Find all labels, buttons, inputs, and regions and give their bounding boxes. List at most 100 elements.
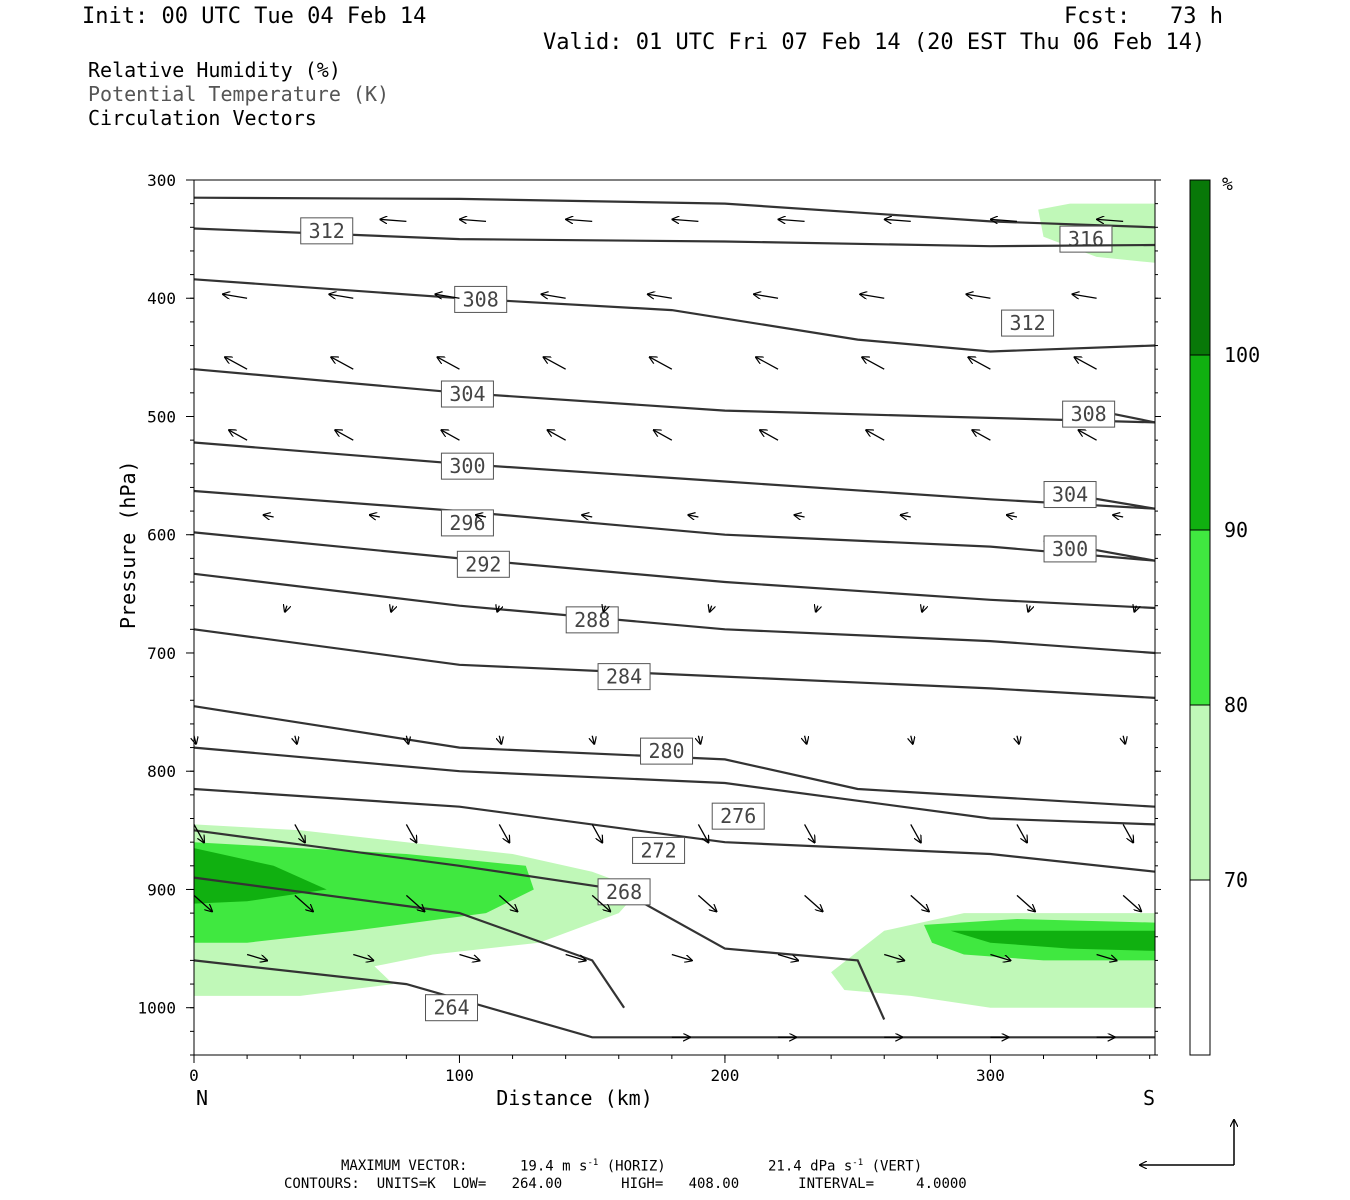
vector-arrow bbox=[380, 219, 407, 221]
vector-arrow bbox=[406, 735, 408, 744]
vector-arrow bbox=[901, 515, 911, 517]
x-end-label-left: N bbox=[196, 1086, 208, 1110]
vector-arrow bbox=[754, 294, 779, 298]
isentrope-label: 284 bbox=[606, 665, 642, 689]
isentrope-label-box bbox=[300, 217, 354, 245]
vector-arrow bbox=[884, 953, 904, 960]
vector-arrow bbox=[591, 894, 610, 911]
isentrope-label-box bbox=[454, 285, 508, 313]
vector-arrow bbox=[922, 606, 924, 612]
colorbar-label: 90 bbox=[1224, 518, 1248, 542]
isentrope-label: 312 bbox=[309, 219, 345, 243]
vector-arrow bbox=[972, 430, 991, 441]
vector-arrow bbox=[592, 735, 594, 744]
y-tick-label: 800 bbox=[147, 762, 176, 781]
x-tick-label: 200 bbox=[710, 1066, 739, 1085]
y-tick-label: 1000 bbox=[137, 999, 176, 1018]
vector-arrow bbox=[1017, 735, 1019, 744]
vector-arrow bbox=[1097, 219, 1124, 221]
colorbar: 100 90 80 70% bbox=[1189, 174, 1260, 1056]
colorbar-segment bbox=[1190, 530, 1210, 705]
vector-arrow bbox=[672, 219, 699, 221]
valid-time: Valid: 01 UTC Fri 07 Feb 14 (20 EST Thu … bbox=[543, 30, 1206, 55]
vector-arrow bbox=[990, 953, 1010, 960]
x-end-label-right: S bbox=[1143, 1086, 1155, 1110]
vector-arrow bbox=[650, 357, 673, 370]
vector-arrow bbox=[1007, 515, 1018, 517]
axes: 300 400 500 600 700 800 900 1000 0 100 200 300 Dista… bbox=[116, 171, 1161, 1110]
contour-info: CONTOURS: UNITS=K LOW= 264.00 HIGH= 408.… bbox=[284, 1176, 967, 1192]
vector-arrow bbox=[1123, 735, 1125, 744]
isentrope-268 bbox=[193, 876, 626, 1009]
isentrope-label: 272 bbox=[641, 838, 677, 862]
isentrope-label: 268 bbox=[606, 880, 642, 904]
vector-arrow bbox=[1075, 357, 1097, 370]
isentrope-label: 264 bbox=[433, 996, 469, 1020]
isentrope-label: 300 bbox=[449, 454, 485, 478]
y-axis-label: Pressure (hPa) bbox=[116, 460, 140, 629]
max-vector-horiz: 19.4 m s-1 (HORIZ) bbox=[520, 1158, 666, 1175]
isentrope-label: 296 bbox=[449, 511, 485, 535]
vector-arrow bbox=[885, 219, 911, 221]
isentrope-308 bbox=[193, 368, 1156, 424]
max-vector-label: MAXIMUM VECTOR: bbox=[341, 1158, 468, 1174]
isentrope-label-box bbox=[440, 452, 494, 480]
isentrope-label: 276 bbox=[720, 804, 756, 828]
isentrope-288 bbox=[193, 628, 1156, 699]
isentrope-label: 288 bbox=[574, 608, 610, 632]
isentrope-label-box bbox=[1043, 481, 1097, 509]
isentrope-label-box bbox=[565, 606, 619, 634]
rh-region-2 bbox=[194, 848, 327, 904]
vector-arrow bbox=[405, 894, 424, 911]
vector-arrow bbox=[370, 515, 380, 517]
colorbar-label: 70 bbox=[1224, 868, 1248, 892]
y-tick-label: 500 bbox=[147, 407, 176, 426]
isentrope-312 bbox=[193, 278, 1156, 353]
reference-vector bbox=[1140, 1120, 1234, 1165]
vector-arrow bbox=[329, 294, 354, 298]
colorbar-unit: % bbox=[1222, 174, 1233, 195]
vector-arrow bbox=[405, 824, 416, 842]
vector-arrow bbox=[805, 735, 807, 744]
vector-arrow bbox=[671, 953, 692, 960]
vector-arrow bbox=[391, 606, 393, 612]
vector-arrow bbox=[591, 824, 602, 842]
max-vector-vert: 21.4 dPa s-1 (VERT) bbox=[768, 1158, 923, 1175]
isentrope-label: 308 bbox=[463, 287, 499, 311]
isentrope-label-box bbox=[1043, 535, 1097, 563]
isentrope-label: 300 bbox=[1052, 537, 1088, 561]
vector-arrow bbox=[1113, 515, 1124, 517]
vector-arrow bbox=[710, 606, 712, 612]
vector-arrow bbox=[688, 515, 699, 517]
vector-arrow bbox=[804, 894, 823, 911]
isentrope-304 bbox=[193, 441, 1156, 510]
vector-arrow bbox=[285, 606, 287, 612]
vector-arrow bbox=[460, 219, 487, 221]
vector-arrow bbox=[648, 294, 672, 298]
isentrope-label: 308 bbox=[1071, 402, 1107, 426]
vector-arrow bbox=[1096, 953, 1117, 960]
vector-arrow bbox=[697, 824, 708, 842]
colorbar-label: 80 bbox=[1224, 693, 1248, 717]
vector-arrow bbox=[1028, 606, 1030, 612]
vector-arrow bbox=[860, 294, 885, 298]
vector-arrow bbox=[353, 953, 373, 960]
vector-arrow bbox=[862, 357, 885, 370]
isentrope-label-box bbox=[425, 994, 479, 1022]
field-rh: Relative Humidity (%) bbox=[88, 58, 341, 82]
vector-arrow bbox=[804, 824, 815, 842]
vector-arrow bbox=[548, 430, 566, 441]
colorbar-segment bbox=[1190, 705, 1210, 880]
isentrope-label: 292 bbox=[465, 552, 501, 576]
y-tick-label: 400 bbox=[147, 289, 176, 308]
colorbar-segment bbox=[1190, 355, 1210, 530]
isentrope-label-box bbox=[711, 802, 765, 830]
vector-arrow bbox=[1122, 894, 1141, 911]
vector-arrow bbox=[698, 735, 700, 744]
isentrope-label: 304 bbox=[449, 382, 485, 406]
isentrope-312 bbox=[193, 227, 1156, 248]
isentrope-label-box bbox=[1062, 400, 1116, 428]
isentrope-316 bbox=[193, 196, 1156, 229]
isentrope-label: 312 bbox=[1010, 311, 1046, 335]
